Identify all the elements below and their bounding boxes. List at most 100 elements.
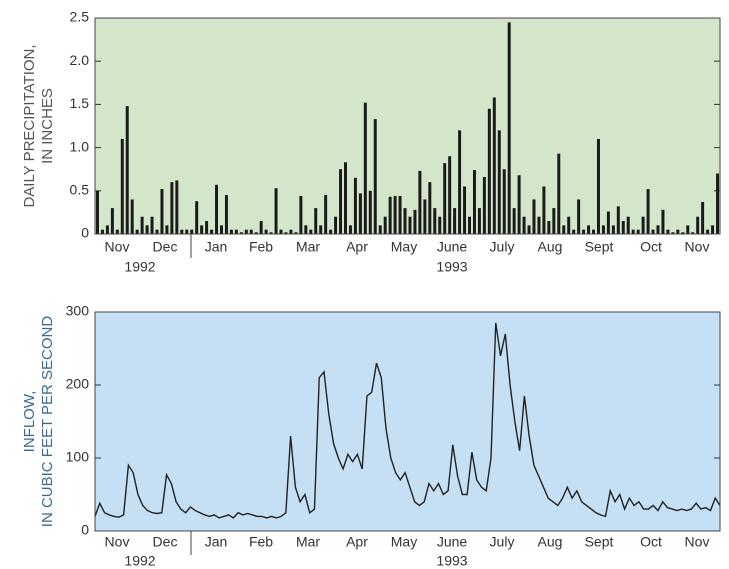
bar xyxy=(220,225,223,234)
x-tick-label: Nov xyxy=(105,534,130,550)
bar xyxy=(611,225,615,234)
bar xyxy=(537,216,541,234)
y-tick-label: 200 xyxy=(66,376,90,392)
x-tick-label: Feb xyxy=(249,534,273,550)
bar xyxy=(294,232,298,234)
bar xyxy=(373,119,377,234)
bar xyxy=(547,221,551,234)
bar xyxy=(502,169,506,234)
bar xyxy=(348,225,352,234)
bar xyxy=(497,130,501,234)
bar xyxy=(200,225,204,234)
bar xyxy=(95,190,99,234)
bar xyxy=(661,209,665,234)
y-tick-label: 1.0 xyxy=(70,138,90,154)
bar xyxy=(552,208,556,234)
x-tick-label: Nov xyxy=(105,239,130,255)
bar xyxy=(582,229,586,234)
bar xyxy=(244,229,248,234)
y-tick-label: 0.5 xyxy=(70,182,90,198)
year-label: 1993 xyxy=(436,553,467,569)
y-tick-label: 0 xyxy=(81,225,89,241)
bar xyxy=(388,196,392,234)
bar xyxy=(353,177,357,234)
y-tick-label: 1.5 xyxy=(70,95,90,111)
bar xyxy=(289,229,293,234)
x-tick-label: Nov xyxy=(685,239,710,255)
plot-background xyxy=(95,312,720,531)
bar xyxy=(334,216,338,234)
bar xyxy=(686,225,690,234)
bar xyxy=(115,229,119,234)
bar xyxy=(517,175,521,234)
bar xyxy=(587,225,591,234)
bar xyxy=(125,106,129,234)
bar xyxy=(150,216,154,234)
x-tick-label: Apr xyxy=(346,239,368,255)
bar xyxy=(651,229,655,234)
x-tick-label: Mar xyxy=(296,534,320,550)
bar xyxy=(458,130,462,234)
bar xyxy=(368,190,372,234)
bar xyxy=(527,225,531,234)
bar xyxy=(428,182,432,234)
x-tick-label: Dec xyxy=(153,534,178,550)
bar xyxy=(140,216,144,234)
bar xyxy=(378,225,382,234)
bar xyxy=(532,199,536,234)
y-axis-label: IN CUBIC FEET PER SECOND xyxy=(39,316,56,528)
y-tick-label: 2.5 xyxy=(70,9,90,25)
x-tick-label: Aug xyxy=(538,534,563,550)
bar xyxy=(205,221,209,234)
x-tick-label: Dec xyxy=(153,239,178,255)
x-tick-label: Apr xyxy=(346,534,368,550)
plot-frame xyxy=(94,17,721,235)
bar xyxy=(443,163,447,234)
bar xyxy=(691,232,695,234)
bar xyxy=(453,208,457,234)
bar xyxy=(696,216,700,234)
bar xyxy=(363,102,367,234)
bar xyxy=(636,229,640,234)
x-tick-label: May xyxy=(391,239,417,255)
y-tick-label: 2.0 xyxy=(70,52,90,68)
bar xyxy=(170,182,174,234)
bar xyxy=(626,216,630,234)
bar xyxy=(477,208,481,234)
bar xyxy=(155,229,159,234)
x-tick-label: Sept xyxy=(585,534,614,550)
x-tick-label: Jan xyxy=(205,239,228,255)
bar xyxy=(716,173,720,234)
x-tick-label: July xyxy=(490,239,515,255)
bar xyxy=(383,216,387,234)
bar xyxy=(487,108,491,234)
y-axis-label: IN INCHES xyxy=(39,88,56,164)
bar xyxy=(463,186,467,234)
bar xyxy=(324,195,328,234)
bar xyxy=(329,229,333,234)
bar xyxy=(542,186,546,234)
bar xyxy=(264,229,268,234)
x-tick-label: June xyxy=(437,239,468,255)
bar xyxy=(185,229,189,234)
bar xyxy=(304,225,308,234)
y-axis-label: DAILY PRECIPITATION, xyxy=(21,44,38,207)
x-tick-label: Oct xyxy=(640,534,662,550)
bar xyxy=(339,169,343,234)
bar xyxy=(512,208,516,234)
bar xyxy=(190,229,194,234)
year-label: 1993 xyxy=(436,259,467,275)
bar xyxy=(666,229,670,234)
bar xyxy=(592,229,595,234)
bar xyxy=(229,229,233,234)
bar xyxy=(344,162,347,234)
bar xyxy=(562,225,566,234)
x-tick-label: Nov xyxy=(685,534,710,550)
y-tick-label: 300 xyxy=(66,303,90,319)
bar xyxy=(616,206,620,234)
bar xyxy=(567,216,571,234)
x-tick-label: Sept xyxy=(585,239,614,255)
bar xyxy=(482,176,486,234)
